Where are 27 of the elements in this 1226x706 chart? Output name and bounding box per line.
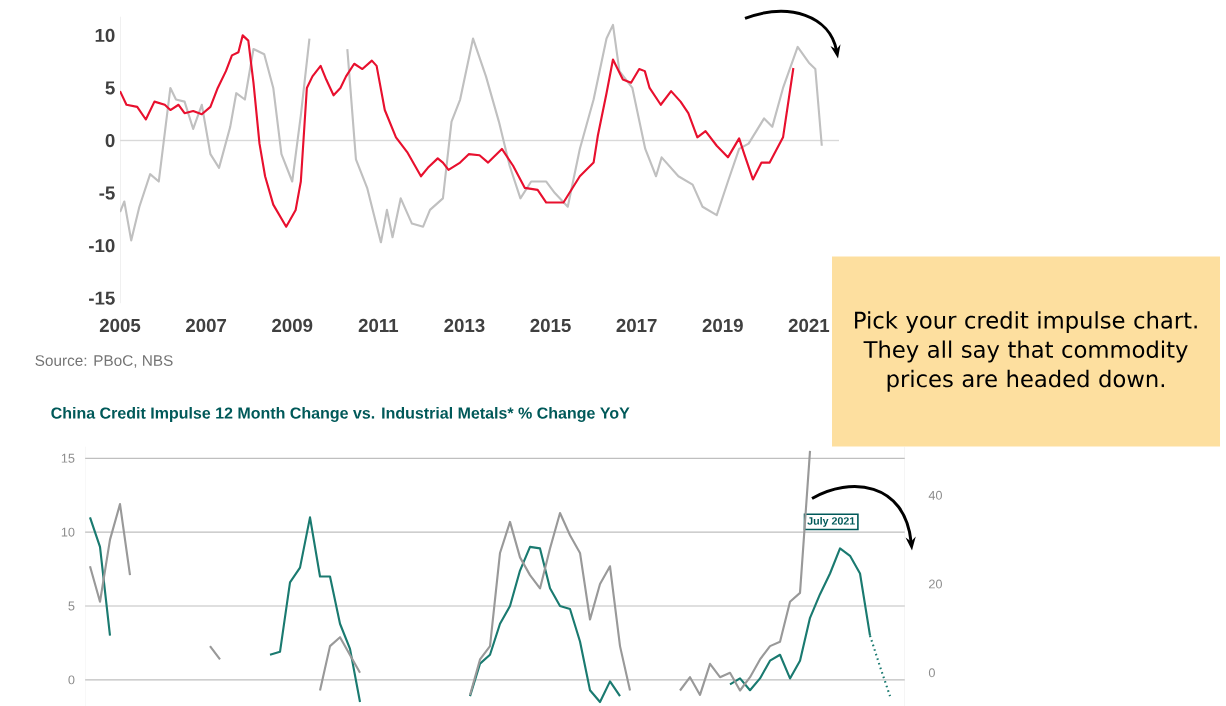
line-series <box>120 34 795 228</box>
y-tick-label: 5 <box>68 601 75 611</box>
chart-title: China Credit Impulse 12 Month Change vs. Industrial Metals* % Change YoY <box>51 406 630 422</box>
y2-tick-label: 40 <box>928 490 942 500</box>
y-tick-label: 0 <box>105 133 115 147</box>
x-tick-label: 2015 <box>530 318 571 332</box>
y-tick-label: 10 <box>61 527 75 537</box>
y-tick-label: 5 <box>105 81 115 95</box>
y2-tick-label: 20 <box>929 579 942 589</box>
source-note: Source: PBoC, NBS <box>35 354 173 368</box>
annotation: July 2021 <box>807 516 855 527</box>
y-tick-label: 0 <box>68 675 75 685</box>
y2-tick-label: 0 <box>928 668 935 677</box>
x-tick-label: 2005 <box>99 318 141 332</box>
y-tick-label: -15 <box>89 291 115 305</box>
y-tick-label: -10 <box>89 238 115 253</box>
x-tick-label: 2021 <box>788 318 830 332</box>
y-tick-label: -5 <box>99 186 115 200</box>
x-tick-label: 2017 <box>616 318 657 332</box>
y-tick-label: 15 <box>61 453 75 463</box>
x-tick-label: 2019 <box>702 318 743 332</box>
x-tick-label: 2013 <box>444 318 485 332</box>
y-tick-label: 10 <box>95 28 115 42</box>
text: Pick your credit impulse chart. They all say that commodity prices are headed down. <box>855 310 1197 392</box>
x-tick-label: 2009 <box>272 318 313 332</box>
x-tick-label: 2011 <box>358 318 399 332</box>
x-tick-label: 2007 <box>186 318 227 332</box>
